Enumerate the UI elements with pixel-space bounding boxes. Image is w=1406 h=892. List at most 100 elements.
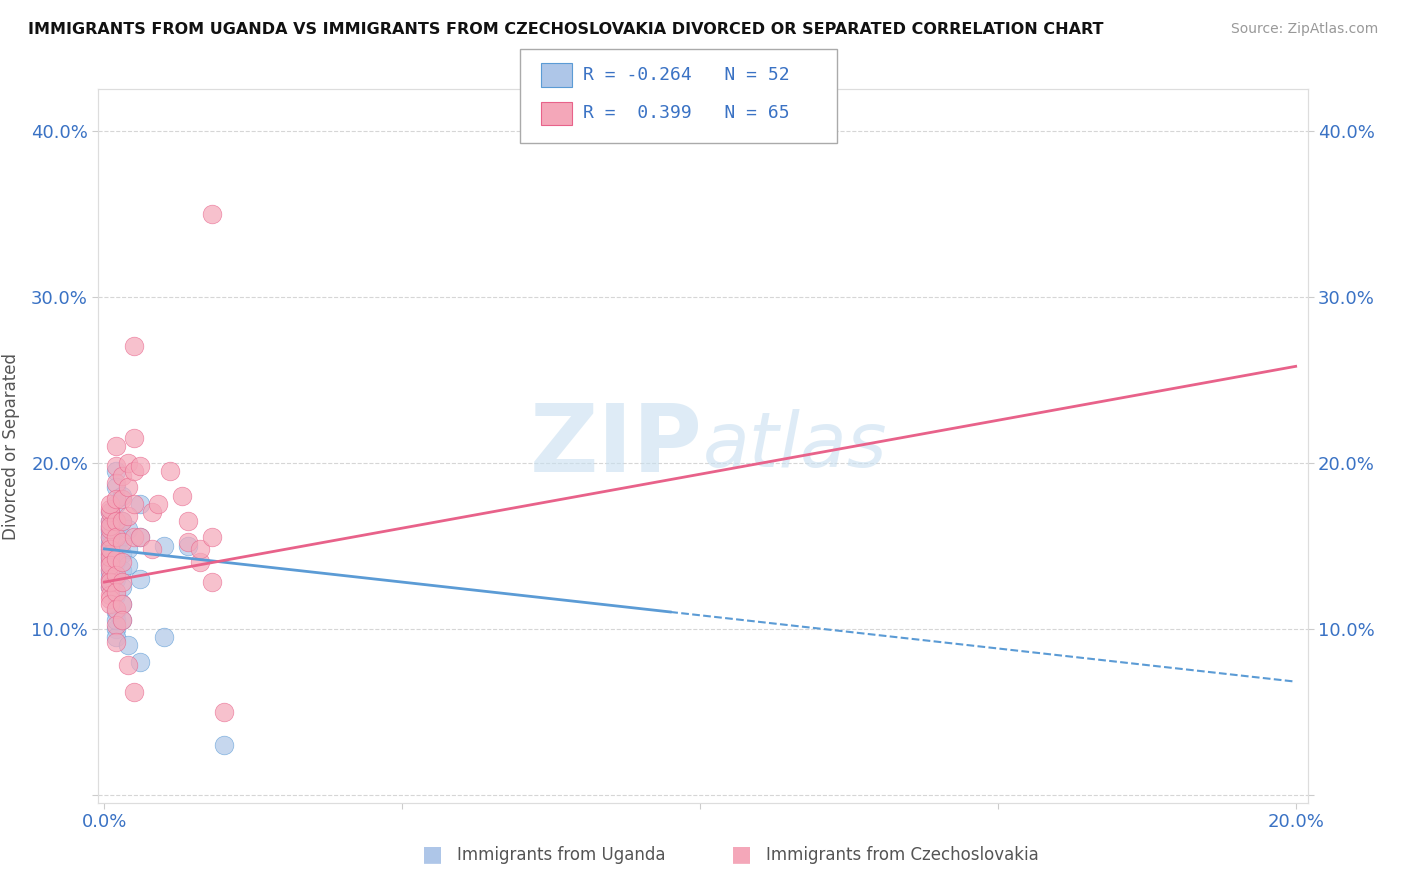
Point [98, 558, 121, 573]
Point [105, 572, 128, 586]
Point [105, 552, 128, 566]
Point [98, 580, 121, 594]
Point [129, 497, 152, 511]
Point [117, 481, 139, 495]
Point [122, 684, 145, 698]
Point [98, 572, 121, 586]
Point [188, 541, 211, 556]
Point [117, 541, 139, 556]
Point [105, 585, 128, 599]
Point [105, 555, 128, 569]
Point [98, 530, 121, 544]
Text: R =  0.399   N = 65: R = 0.399 N = 65 [583, 104, 790, 122]
Point [111, 468, 134, 483]
Point [111, 564, 134, 578]
Point [98, 547, 121, 561]
Point [98, 572, 121, 586]
Point [153, 539, 176, 553]
Text: IMMIGRANTS FROM UGANDA VS IMMIGRANTS FROM CZECHOSLOVAKIA DIVORCED OR SEPARATED C: IMMIGRANTS FROM UGANDA VS IMMIGRANTS FRO… [28, 22, 1104, 37]
Point [98, 591, 121, 606]
Point [117, 508, 139, 523]
Point [111, 580, 134, 594]
Point [111, 555, 134, 569]
Point [117, 456, 139, 470]
Point [177, 514, 200, 528]
Point [98, 514, 121, 528]
Point [98, 535, 121, 549]
Point [177, 539, 200, 553]
Point [122, 339, 145, 353]
Text: ■: ■ [731, 845, 752, 864]
Point [122, 497, 145, 511]
Point [177, 535, 200, 549]
Point [105, 522, 128, 536]
Point [117, 558, 139, 573]
Point [111, 575, 134, 590]
Point [117, 638, 139, 652]
Point [98, 566, 121, 581]
Point [98, 541, 121, 556]
Text: ZIP: ZIP [530, 400, 703, 492]
Point [122, 464, 145, 478]
Point [98, 502, 121, 516]
Point [141, 541, 163, 556]
Point [98, 550, 121, 565]
Point [117, 522, 139, 536]
Point [105, 618, 128, 632]
Point [98, 497, 121, 511]
Point [98, 564, 121, 578]
Point [111, 547, 134, 561]
Point [98, 539, 121, 553]
Point [129, 655, 152, 669]
Point [105, 530, 128, 544]
Point [111, 597, 134, 611]
Point [105, 622, 128, 636]
Point [98, 588, 121, 602]
Point [129, 458, 152, 473]
Point [98, 525, 121, 540]
Point [98, 558, 121, 573]
Point [159, 464, 181, 478]
Point [98, 547, 121, 561]
Point [98, 555, 121, 569]
Point [98, 597, 121, 611]
Text: R = -0.264   N = 52: R = -0.264 N = 52 [583, 66, 790, 84]
Point [122, 530, 145, 544]
Text: atlas: atlas [703, 409, 887, 483]
Point [105, 492, 128, 507]
Point [129, 530, 152, 544]
Point [105, 464, 128, 478]
Point [98, 505, 121, 519]
Point [200, 575, 222, 590]
Point [188, 555, 211, 569]
Point [105, 539, 128, 553]
Point [98, 580, 121, 594]
Point [105, 605, 128, 619]
Point [105, 514, 128, 528]
Point [111, 489, 134, 503]
Point [105, 613, 128, 627]
Text: Source: ZipAtlas.com: Source: ZipAtlas.com [1230, 22, 1378, 37]
Text: Immigrants from Czechoslovakia: Immigrants from Czechoslovakia [766, 846, 1039, 863]
Point [111, 613, 134, 627]
Point [111, 492, 134, 507]
Point [105, 439, 128, 453]
Point [105, 497, 128, 511]
Point [111, 530, 134, 544]
Point [212, 705, 235, 719]
Point [98, 505, 121, 519]
Point [153, 630, 176, 644]
Point [98, 555, 121, 569]
Point [98, 530, 121, 544]
Point [98, 518, 121, 533]
Point [117, 658, 139, 673]
Point [98, 552, 121, 566]
Text: ■: ■ [422, 845, 443, 864]
Point [170, 489, 193, 503]
Point [212, 738, 235, 752]
Point [98, 514, 121, 528]
Point [200, 207, 222, 221]
Point [111, 613, 134, 627]
Point [105, 601, 128, 615]
Point [111, 514, 134, 528]
